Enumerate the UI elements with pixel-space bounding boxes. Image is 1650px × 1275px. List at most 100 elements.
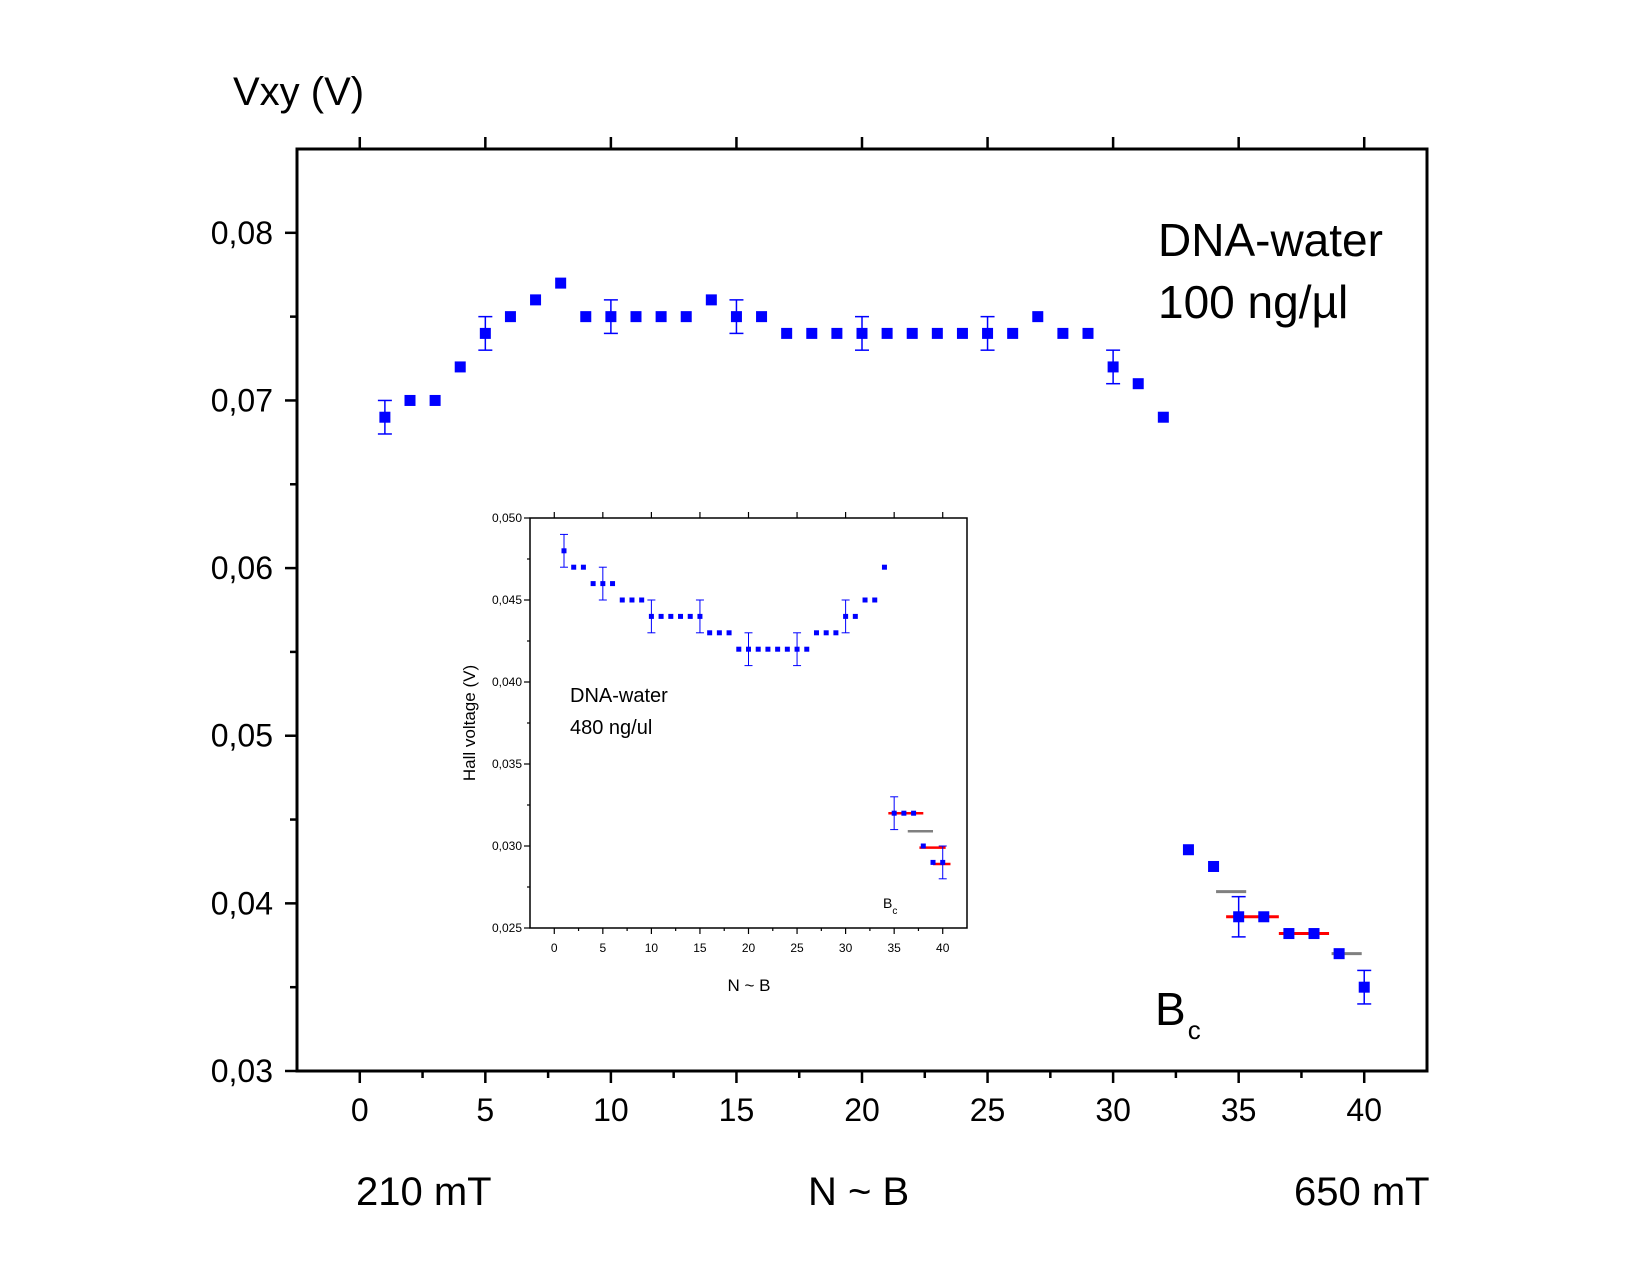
data-point bbox=[746, 646, 751, 652]
data-point bbox=[901, 810, 907, 816]
data-point bbox=[655, 311, 667, 323]
data-point bbox=[881, 327, 893, 339]
x-tick-label: 35 bbox=[887, 941, 901, 955]
data-point bbox=[806, 327, 818, 339]
data-point bbox=[1308, 928, 1320, 940]
data-point bbox=[1157, 411, 1169, 423]
x-tick-label: 25 bbox=[790, 941, 804, 955]
data-point bbox=[1057, 327, 1069, 339]
data-point bbox=[940, 859, 946, 865]
data-point bbox=[600, 581, 606, 587]
y-tick-label: 0,040 bbox=[492, 675, 522, 689]
data-point bbox=[707, 630, 713, 636]
data-point bbox=[1258, 911, 1270, 923]
data-point bbox=[705, 294, 717, 306]
y-tick-label: 0,07 bbox=[211, 382, 273, 418]
inset-annotation-b: B bbox=[883, 895, 892, 911]
data-point bbox=[1132, 378, 1144, 390]
data-point bbox=[658, 613, 664, 619]
data-point bbox=[1182, 844, 1194, 856]
data-point bbox=[697, 613, 703, 619]
inset-x-axis-label: N ~ B bbox=[728, 976, 771, 995]
data-point bbox=[678, 613, 684, 619]
x-tick-label: 30 bbox=[1095, 1092, 1131, 1128]
data-point bbox=[580, 311, 592, 323]
inset-tick-labels: 0 5 10 15 20 25 30 35 40 0,025 0,030 0,035 0,040 0,04… bbox=[492, 511, 950, 955]
main-step-lines bbox=[1216, 890, 1362, 956]
x-tick-label: 5 bbox=[476, 1092, 494, 1128]
data-point bbox=[881, 564, 887, 570]
y-tick-label: 0,04 bbox=[211, 885, 273, 921]
data-point bbox=[379, 411, 391, 423]
data-point bbox=[454, 361, 466, 373]
data-point bbox=[1007, 327, 1019, 339]
x-tick-label: 30 bbox=[839, 941, 853, 955]
x-tick-label: 15 bbox=[693, 941, 707, 955]
main-annotation-b-sub: c bbox=[1188, 1015, 1201, 1045]
data-point bbox=[856, 327, 868, 339]
data-point bbox=[1107, 361, 1119, 373]
x-tick-label: 40 bbox=[1346, 1092, 1382, 1128]
inset-annotation-b-sub: c bbox=[892, 906, 897, 917]
main-annotation-b: B bbox=[1155, 983, 1186, 1035]
data-point bbox=[1032, 311, 1044, 323]
data-point bbox=[813, 630, 819, 636]
data-point bbox=[906, 327, 918, 339]
data-point bbox=[736, 646, 742, 652]
main-x-left-label: 210 mT bbox=[356, 1170, 492, 1214]
data-point bbox=[648, 613, 654, 619]
data-point bbox=[668, 613, 674, 619]
inset-data-points bbox=[561, 548, 946, 865]
data-point bbox=[911, 810, 917, 816]
data-point bbox=[755, 646, 761, 652]
data-point bbox=[639, 597, 645, 603]
data-point bbox=[891, 810, 897, 816]
data-point bbox=[982, 327, 994, 339]
x-tick-label: 20 bbox=[742, 941, 756, 955]
data-point bbox=[804, 646, 810, 652]
data-point bbox=[1082, 327, 1094, 339]
data-point bbox=[872, 597, 878, 603]
data-point bbox=[479, 327, 491, 339]
data-point bbox=[680, 311, 692, 323]
data-point bbox=[862, 597, 868, 603]
data-point bbox=[726, 630, 732, 636]
data-point bbox=[404, 394, 416, 406]
data-point bbox=[555, 277, 567, 289]
data-point bbox=[716, 630, 722, 636]
data-point bbox=[429, 394, 441, 406]
data-point bbox=[920, 843, 926, 849]
data-point bbox=[930, 859, 936, 865]
data-point bbox=[730, 311, 742, 323]
inset-annotation-bc: Bc bbox=[883, 895, 897, 917]
data-point bbox=[561, 548, 567, 554]
main-annotation-sample: DNA-water bbox=[1158, 214, 1383, 266]
x-tick-label: 10 bbox=[593, 1092, 629, 1128]
main-y-axis-label: Vxy (V) bbox=[233, 70, 364, 114]
data-point bbox=[823, 630, 829, 636]
data-point bbox=[571, 564, 577, 570]
data-point bbox=[833, 630, 839, 636]
x-tick-label: 10 bbox=[645, 941, 659, 955]
y-tick-label: 0,06 bbox=[211, 550, 273, 586]
data-point bbox=[687, 613, 693, 619]
main-data-points bbox=[379, 277, 1370, 993]
y-tick-label: 0,025 bbox=[492, 921, 522, 935]
data-point bbox=[630, 311, 642, 323]
data-point bbox=[629, 597, 635, 603]
y-tick-label: 0,08 bbox=[211, 215, 273, 251]
data-point bbox=[1358, 981, 1370, 993]
inset-chart: 0 5 10 15 20 25 30 35 40 0,025 0,030 0,035 0,040 0,04… bbox=[460, 511, 968, 995]
data-point bbox=[580, 564, 586, 570]
main-annotation-concentration: 100 ng/µl bbox=[1158, 276, 1348, 328]
data-point bbox=[956, 327, 968, 339]
inset-axis-ticks bbox=[524, 512, 944, 934]
y-tick-label: 0,030 bbox=[492, 839, 522, 853]
data-point bbox=[605, 311, 617, 323]
main-x-right-label: 650 mT bbox=[1294, 1170, 1430, 1214]
main-annotation-bc: Bc bbox=[1155, 983, 1201, 1045]
main-axis-ticks bbox=[285, 137, 1366, 1083]
x-tick-label: 40 bbox=[936, 941, 950, 955]
data-point bbox=[852, 613, 858, 619]
